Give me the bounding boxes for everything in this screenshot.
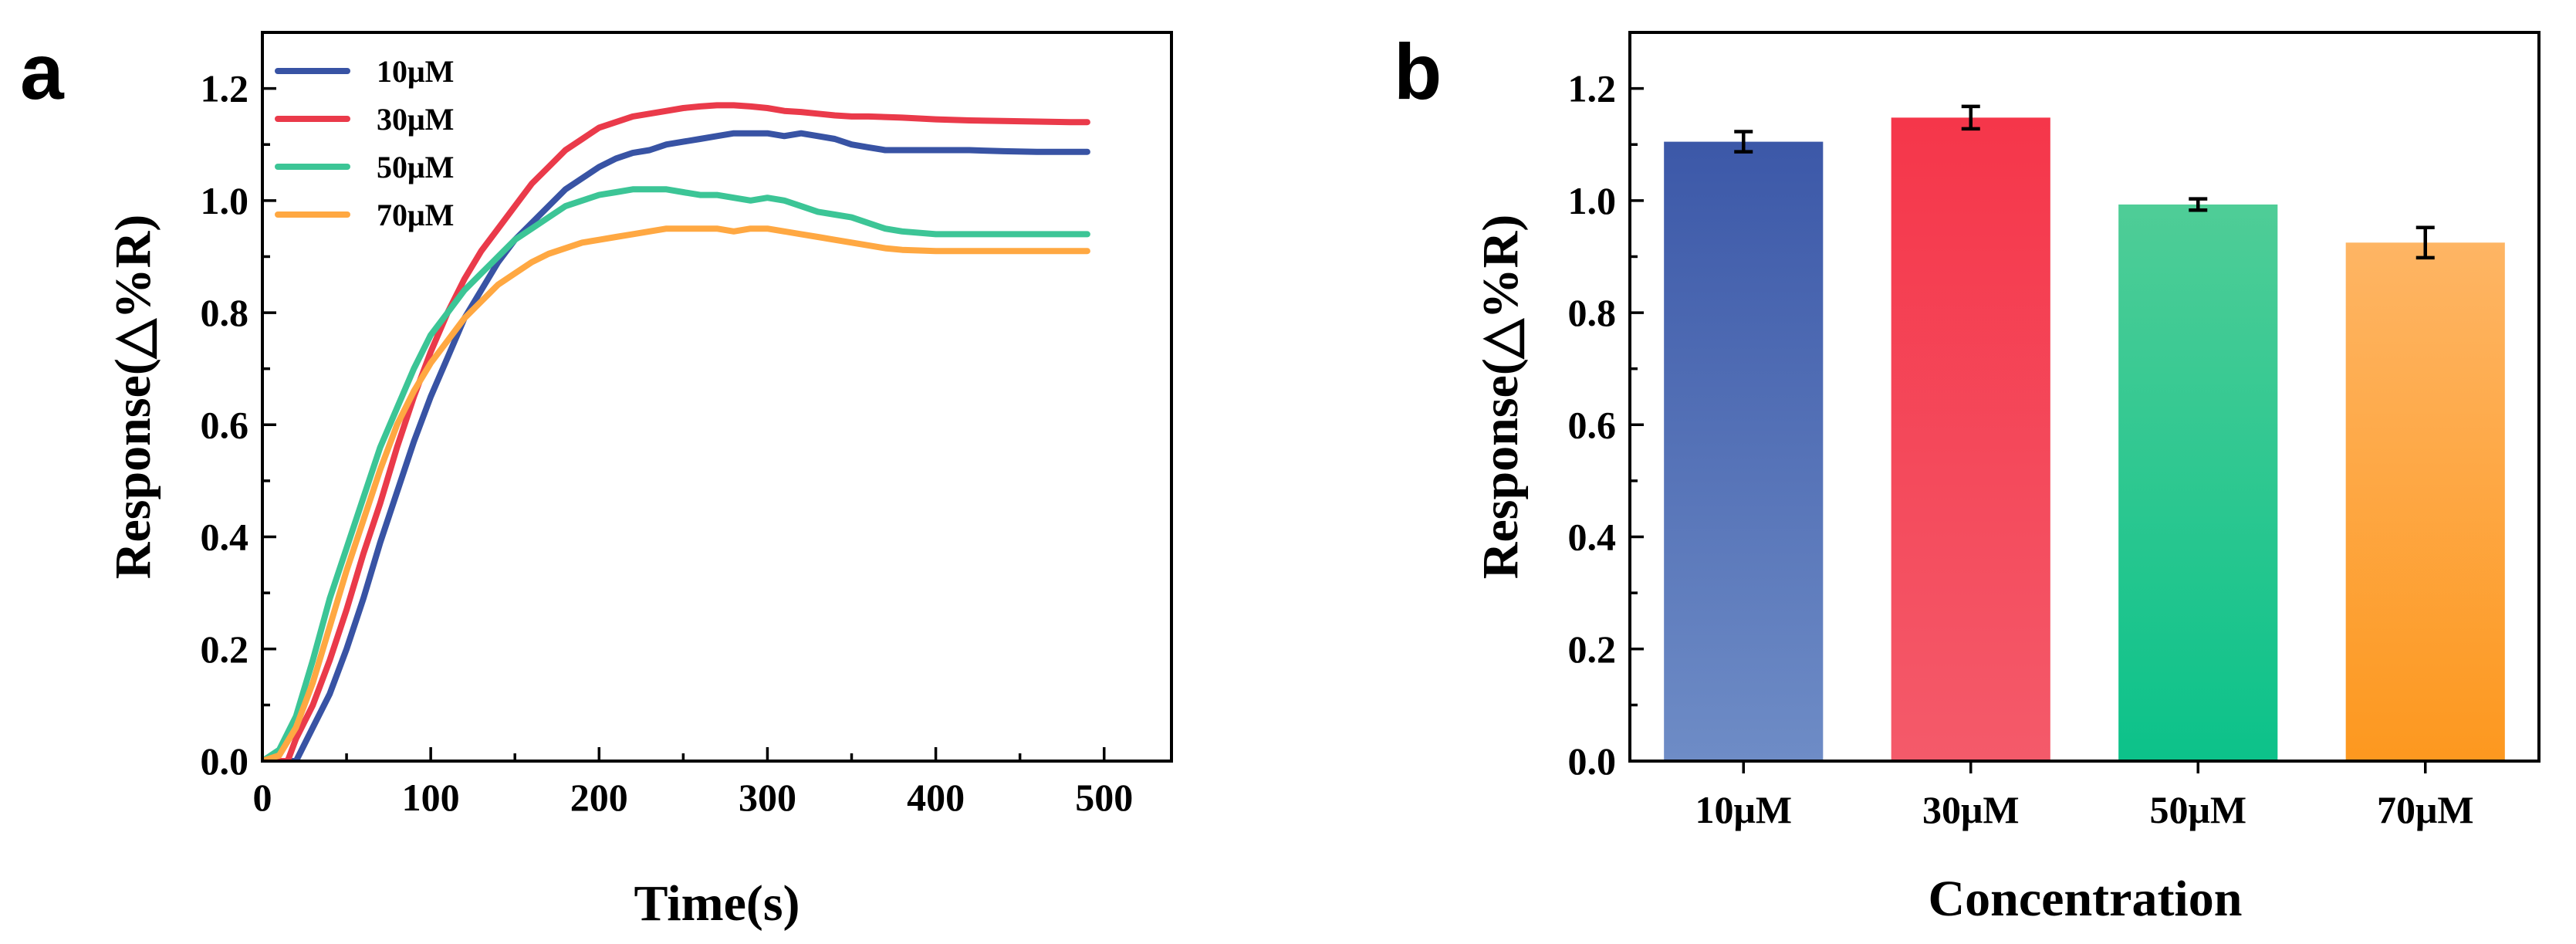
y-tick-label: 1.2 — [201, 67, 249, 110]
y-tick-label: 1.2 — [1568, 67, 1617, 110]
series-line-70μM — [262, 225, 1090, 761]
y-tick-label: 0.0 — [1568, 739, 1617, 783]
panel-b: b 10μM 30μM 50μM 70μM 0.0 0.2 0.4 0.6 0.8 1.0 1.2… — [1394, 28, 2541, 927]
x-tick-label: 200 — [570, 776, 628, 819]
bar-10μM — [1664, 141, 1824, 762]
y-tick-label: 0.6 — [201, 403, 249, 446]
x-tick-label: 0 — [253, 776, 272, 819]
y-tick-label: 0.8 — [1568, 291, 1617, 334]
panel-b-x-title: Concentration — [1929, 871, 2243, 927]
x-tick-label: 50μM — [2149, 788, 2246, 831]
series-line-30μM — [262, 102, 1090, 761]
y-tick-label: 1.0 — [1568, 179, 1617, 222]
x-tick-label: 10μM — [1695, 788, 1792, 831]
y-tick-label: 0.2 — [201, 628, 249, 671]
x-tick-label: 500 — [1075, 776, 1133, 819]
bar-50μM — [2118, 204, 2278, 762]
x-tick-label: 70μM — [2377, 788, 2474, 831]
panel-a: a 0 100 200 300 400 500 0.0 0.2 0.4 0.6 0.8 1.0 1.2… — [20, 28, 1173, 932]
y-tick-label: 0.6 — [1568, 403, 1617, 446]
panel-a-letter: a — [20, 28, 65, 116]
panel-b-plot-area — [1664, 104, 2505, 762]
panel-a-x-axis: 0 100 200 300 400 500 — [253, 747, 1133, 819]
panel-a-y-axis: 0.0 0.2 0.4 0.6 0.8 1.0 1.2 — [201, 67, 276, 783]
panel-a-frame — [261, 31, 1173, 763]
y-tick-label: 0.4 — [1568, 516, 1617, 559]
panel-b-frame — [1628, 31, 2541, 763]
legend-label: 50μM — [377, 150, 454, 184]
y-tick-label: 0.8 — [201, 291, 249, 334]
panel-b-letter: b — [1394, 28, 1442, 116]
bar-70μM — [2345, 242, 2505, 761]
y-tick-label: 1.0 — [201, 179, 249, 222]
legend-label: 70μM — [377, 198, 454, 232]
legend-label: 10μM — [377, 54, 454, 89]
series-line-50μM — [262, 186, 1090, 761]
y-tick-label: 0.4 — [201, 516, 249, 559]
panel-b-y-axis: 0.0 0.2 0.4 0.6 0.8 1.0 1.2 — [1568, 67, 1644, 783]
bar-30μM — [1891, 117, 2050, 762]
y-tick-label: 0.0 — [201, 739, 249, 783]
x-tick-label: 300 — [739, 776, 796, 819]
panel-a-x-title: Time(s) — [634, 875, 800, 932]
panel-a-legend: 10μM 30μM 50μM 70μM — [275, 54, 454, 232]
panel-a-plot-area — [262, 102, 1090, 761]
x-tick-label: 100 — [402, 776, 460, 819]
panel-b-x-axis: 10μM 30μM 50μM 70μM — [1695, 761, 2474, 831]
x-tick-label: 30μM — [1922, 788, 2020, 831]
x-tick-label: 400 — [907, 776, 965, 819]
panel-a-y-title: Response(△%R) — [105, 215, 161, 579]
series-line-10μM — [262, 130, 1090, 761]
y-tick-label: 0.2 — [1568, 628, 1617, 671]
panel-b-y-title: Response(△%R) — [1472, 215, 1529, 579]
legend-label: 30μM — [377, 102, 454, 137]
